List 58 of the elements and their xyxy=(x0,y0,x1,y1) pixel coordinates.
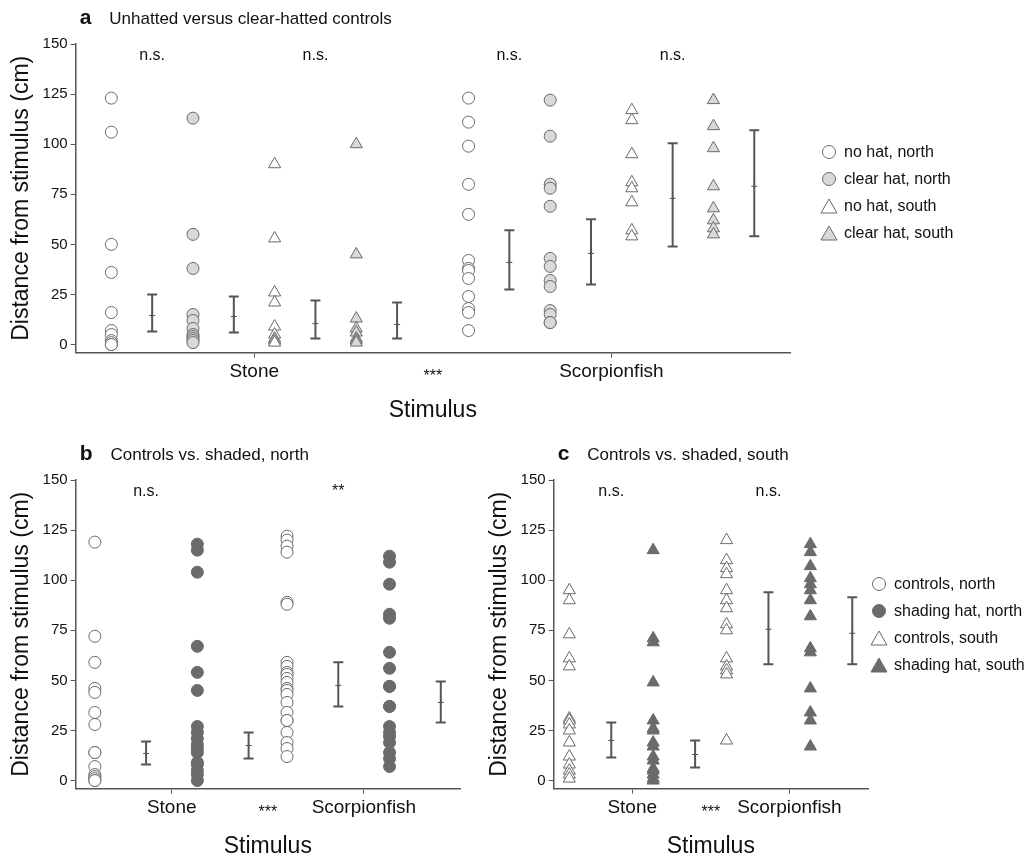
y-axis-title: Distance from stimulus (cm) xyxy=(7,491,34,777)
text: c xyxy=(557,440,570,464)
legend-label: no hat, north xyxy=(844,142,934,161)
legend-label: clear hat, south xyxy=(844,223,954,242)
chart-title: Controls vs. shaded, north xyxy=(110,444,309,464)
legend-label: controls, north xyxy=(894,574,996,593)
x-tick-label: Stone xyxy=(607,796,658,818)
legend-label: clear hat, north xyxy=(844,169,951,188)
annotation: n.s. xyxy=(659,46,686,64)
text: b xyxy=(79,440,93,464)
annotation: n.s. xyxy=(755,482,782,500)
annotation: n.s. xyxy=(133,482,159,500)
y-tick-label: 125 xyxy=(42,84,68,102)
chart-title: Unhatted versus clear-hatted controls xyxy=(109,8,392,28)
y-tick-label: 75 xyxy=(528,620,546,638)
y-tick-label: 100 xyxy=(520,570,546,588)
y-axis-title: Distance from stimulus (cm) xyxy=(7,55,34,341)
y-axis-title: Distance from stimulus (cm) xyxy=(485,491,512,777)
y-tick-label: 150 xyxy=(42,34,68,52)
y-tick-label: 150 xyxy=(520,470,546,488)
y-tick-label: 25 xyxy=(50,284,68,302)
y-tick-label: 125 xyxy=(520,520,546,538)
y-tick-label: 100 xyxy=(42,570,68,588)
text: *** xyxy=(701,803,721,821)
text: *** xyxy=(258,803,278,821)
legend-label: controls, south xyxy=(894,628,999,647)
x-tick-label: Stone xyxy=(229,360,280,382)
legend-label: no hat, south xyxy=(844,196,937,215)
annotation: n.s. xyxy=(598,482,625,500)
x-tick-label: Scorpionfish xyxy=(559,360,664,382)
x-tick-label: Scorpionfish xyxy=(737,796,842,818)
y-tick-label: 50 xyxy=(50,670,68,688)
text: a xyxy=(79,4,92,28)
y-tick-label: 0 xyxy=(59,770,68,788)
x-axis-title: Stimulus xyxy=(388,395,477,422)
y-tick-label: 0 xyxy=(537,770,546,788)
y-tick-label: 150 xyxy=(42,470,68,488)
y-tick-label: 0 xyxy=(59,334,68,352)
x-tick-label: Scorpionfish xyxy=(311,796,417,818)
y-tick-label: 125 xyxy=(42,520,68,538)
legend-label: shading hat, north xyxy=(894,601,1023,620)
y-tick-label: 75 xyxy=(50,184,68,202)
y-tick-label: 50 xyxy=(528,670,546,688)
annotation: n.s. xyxy=(496,46,523,64)
annotation: n.s. xyxy=(302,46,329,64)
x-tick-label: Stone xyxy=(146,796,197,818)
y-tick-label: 25 xyxy=(50,720,68,738)
text: *** xyxy=(423,367,443,385)
y-tick-label: 100 xyxy=(42,134,68,152)
y-tick-label: 75 xyxy=(50,620,68,638)
y-tick-label: 25 xyxy=(528,720,546,738)
x-axis-title: Stimulus xyxy=(223,831,312,858)
y-tick-label: 50 xyxy=(50,234,68,252)
annotation: n.s. xyxy=(139,46,166,64)
chart-title: Controls vs. shaded, south xyxy=(587,444,789,464)
annotation: ** xyxy=(332,482,345,500)
legend-label: shading hat, south xyxy=(894,655,1025,674)
x-axis-title: Stimulus xyxy=(666,831,755,858)
